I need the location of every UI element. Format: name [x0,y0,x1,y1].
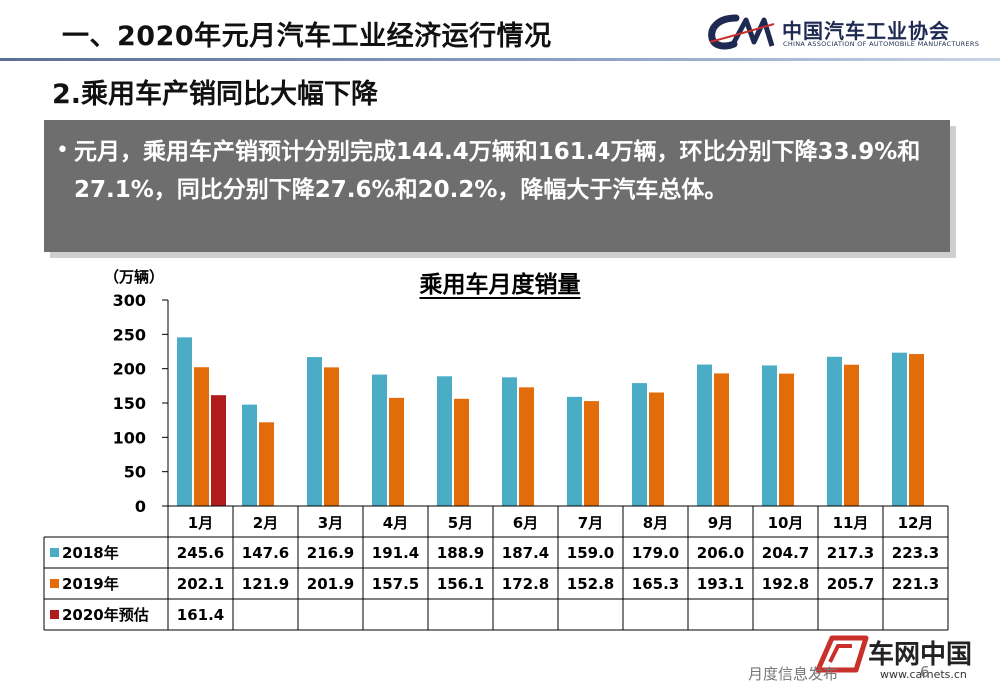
bar-2019年-9月 [714,373,729,506]
org-name-cn: 中国汽车工业协会 [782,19,950,43]
data-label: 205.7 [827,575,874,593]
section-title: 2.乘用车产销同比大幅下降 [52,79,379,110]
data-label: 201.9 [307,575,354,593]
data-table: 1月 2月 3月 4月 5月 6月 7月 8月 9月 10月 11月 12月 2018年 245.6 147… [43,505,949,631]
slide-header: 一、2020年元月汽车工业经济运行情况 中国汽车工业协会 CHINA ASSOC… [0,0,1000,62]
y-tick-label: 150 [113,394,146,413]
data-label: 245.6 [177,544,224,562]
data-label: 206.0 [697,544,744,562]
legend-label: 2020年预估 [62,606,149,624]
bar-2019年-5月 [454,398,469,506]
data-label: 157.5 [372,575,419,593]
carnets-logo-icon [815,635,869,673]
bar-2019年-1月 [194,367,209,506]
x-tick-label: 1月 [188,514,213,532]
summary-box: • 元月，乘用车产销预计分别完成144.4万辆和161.4万辆，环比分别下降33… [44,120,950,252]
data-label: 223.3 [892,544,939,562]
x-tick-label: 10月 [768,514,804,532]
x-tick-label: 11月 [833,514,869,532]
page-number: 6 [920,663,930,681]
legend-label: 2019年 [62,575,119,593]
data-label: 217.3 [827,544,874,562]
bar-2018年-4月 [372,374,387,506]
y-axis-unit-label: （万辆） [104,268,164,286]
bar-2019年-7月 [584,401,599,506]
bar-2018年-5月 [437,376,452,506]
watermark-url: www.carnets.cn [880,668,967,681]
bar-2019年-8月 [649,392,664,506]
data-label: 159.0 [567,544,614,562]
bar-2018年-3月 [307,357,322,506]
bar-2018年-9月 [697,364,712,506]
data-label: 121.9 [242,575,289,593]
data-label: 156.1 [437,575,484,593]
legend-swatch-2019年 [50,579,59,588]
x-tick-label: 3月 [318,514,343,532]
legend-swatch-2020年预估 [50,610,59,619]
y-axis: 0 50 100 150 200 250 300 [113,291,169,516]
x-tick-label: 4月 [383,514,408,532]
data-label: 187.4 [502,544,549,562]
bar-2018年-10月 [762,365,777,506]
bar-2019年-11月 [844,364,859,506]
passenger-car-sales-chart: 乘用车月度销量 （万辆） 0 50 100 150 200 250 300 1月 2月 3月 4月… [43,268,949,631]
summary-text: 元月，乘用车产销预计分别完成144.4万辆和161.4万辆，环比分别下降33.9… [74,139,921,203]
bar-2018年-2月 [242,404,257,506]
bar-2020年预估-1月 [211,395,226,506]
y-tick-label: 0 [135,497,146,516]
y-tick-label: 300 [113,291,146,310]
data-label: 147.6 [242,544,289,562]
y-tick-label: 250 [113,325,146,344]
x-tick-label: 2月 [253,514,278,532]
x-tick-label: 9月 [708,514,733,532]
data-label: 193.1 [697,575,744,593]
bar-2018年-11月 [827,356,842,506]
bar-2018年-6月 [502,377,517,506]
y-tick-label: 50 [124,463,146,482]
data-label: 161.4 [177,606,224,624]
bar-2019年-10月 [779,373,794,506]
data-label: 192.8 [762,575,809,593]
watermark-name: 车网中国 [868,640,973,670]
data-label: 191.4 [372,544,419,562]
data-label: 152.8 [567,575,614,593]
data-label: 216.9 [307,544,354,562]
data-label: 165.3 [632,575,679,593]
header-rule [0,58,1000,61]
bar-2018年-8月 [632,383,647,506]
bar-2019年-4月 [389,397,404,506]
bar-2018年-12月 [892,352,907,506]
bar-2019年-12月 [909,354,924,506]
y-tick-label: 200 [113,360,146,379]
x-tick-label: 7月 [578,514,603,532]
caam-logo-icon [708,14,775,50]
x-tick-label: 6月 [513,514,538,532]
bars-group [177,337,924,506]
data-label: 202.1 [177,575,224,593]
x-tick-label: 8月 [643,514,668,532]
bullet-dot-icon: • [56,138,69,163]
bar-2019年-3月 [324,367,339,506]
chart-title: 乘用车月度销量 [419,271,581,298]
data-label: 204.7 [762,544,809,562]
bar-2018年-1月 [177,337,192,506]
data-label: 179.0 [632,544,679,562]
bar-2019年-6月 [519,387,534,506]
bar-2018年-7月 [567,396,582,506]
data-label: 221.3 [892,575,939,593]
footer-label: 月度信息发布 [748,665,839,683]
y-tick-label: 100 [113,428,146,447]
org-name-en: CHINA ASSOCIATION OF AUTOMOBILE MANUFACT… [783,40,980,48]
main-title: 一、2020年元月汽车工业经济运行情况 [62,21,552,52]
legend-swatch-2018年 [50,548,59,557]
x-tick-label: 12月 [898,514,934,532]
data-label: 172.8 [502,575,549,593]
legend-label: 2018年 [62,544,119,562]
caam-logo: 中国汽车工业协会 CHINA ASSOCIATION OF AUTOMOBILE… [706,12,996,54]
x-tick-label: 5月 [448,514,473,532]
data-label: 188.9 [437,544,484,562]
bar-2019年-2月 [259,422,274,506]
